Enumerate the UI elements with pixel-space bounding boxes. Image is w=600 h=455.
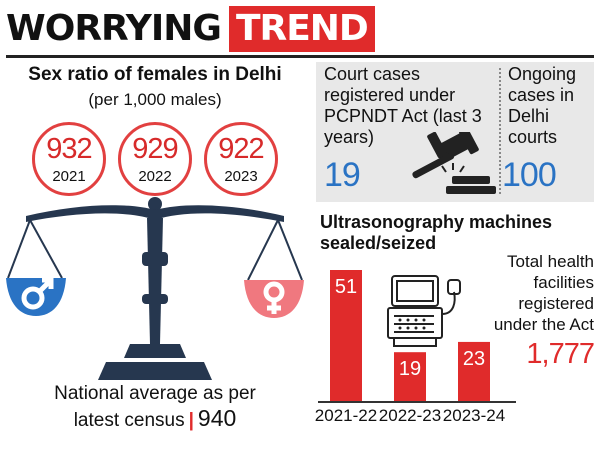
gavel-icon (412, 132, 496, 194)
ultrasound-title: Ultrasonography machines sealed/seized (320, 212, 553, 253)
court-cases-label: Court cases registered under PCPNDT Act … (324, 64, 482, 147)
male-symbol-icon (21, 277, 54, 310)
scale-beam (26, 197, 284, 380)
category-label: 2023-24 (442, 406, 506, 425)
court-cases-panel: Court cases registered under PCPNDT Act … (316, 62, 594, 202)
sex-ratio-title: Sex ratio of females in Delhi (28, 64, 282, 85)
ratio-value: 922 (218, 133, 264, 165)
ultrasound-machine-icon (387, 275, 461, 347)
bar-value-label: 51 (334, 276, 358, 298)
ratio-year: 2023 (224, 168, 258, 185)
headline-rule (6, 55, 594, 58)
facilities-value: 1,777 (526, 338, 595, 370)
female-pan (244, 219, 304, 318)
ratio-circle-2022: 929 2022 (118, 122, 192, 196)
ratio-year: 2021 (52, 168, 86, 185)
ongoing-cases-value: 100 (502, 156, 557, 194)
bar-2022-23 (394, 352, 426, 401)
ratio-value: 929 (132, 133, 178, 165)
category-label: 2021-22 (314, 406, 378, 425)
x-axis (318, 401, 516, 403)
female-symbol-icon (263, 281, 285, 314)
national-value: 940 (197, 405, 237, 431)
category-label: 2022-23 (378, 406, 442, 425)
headline-part2: TREND (228, 6, 375, 52)
national-text-2: latest census (73, 410, 185, 431)
ratio-circle-2021: 932 2021 (32, 122, 106, 196)
panel-divider (499, 68, 501, 194)
bar-value-label: 23 (462, 347, 486, 370)
scale-of-justice-icon (6, 197, 304, 380)
national-text-1: National average as per (54, 383, 256, 404)
national-average: National average as per latest census | 94… (6, 382, 304, 433)
facilities-label: Total health facilities registered under… (493, 252, 594, 334)
sex-ratio-panel: Sex ratio of females in Delhi (per 1,000… (6, 62, 304, 447)
court-cases-value: 19 (324, 156, 361, 194)
ratio-year: 2022 (138, 168, 172, 185)
bar-2021-22 (330, 270, 362, 401)
ongoing-cases-label: Ongoing cases in Delhi courts (508, 64, 577, 147)
headline: WORRYING TREND (6, 6, 375, 52)
national-separator: | (188, 410, 194, 431)
ratio-value: 932 (46, 133, 92, 165)
bar-value-label: 19 (398, 358, 422, 381)
sex-ratio-subtitle: (per 1,000 males) (88, 90, 222, 109)
bar-2023-24 (458, 341, 490, 401)
headline-part1: WORRYING (6, 8, 222, 49)
male-pan (6, 219, 66, 316)
ratio-circle-2023: 922 2023 (204, 122, 278, 196)
